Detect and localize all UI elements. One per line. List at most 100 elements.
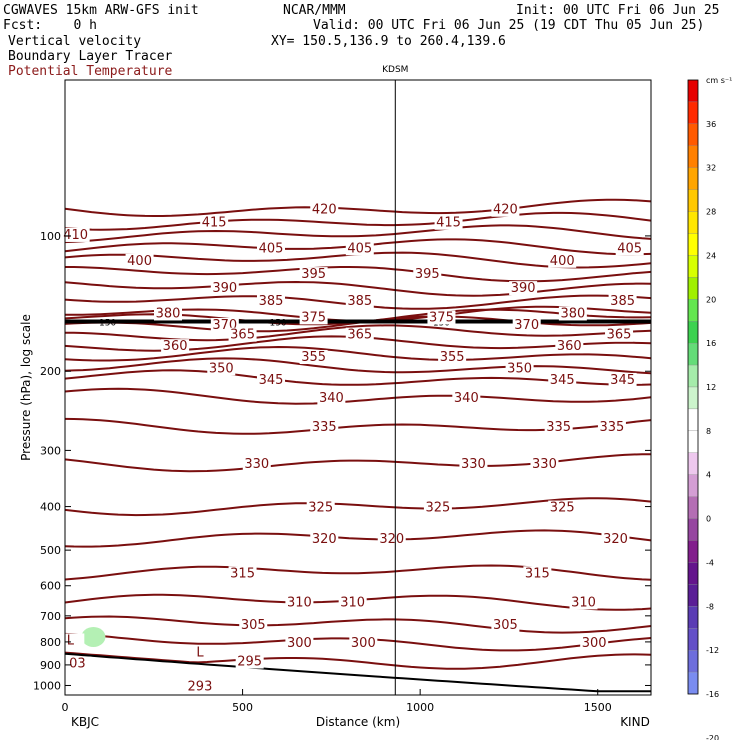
contour-label-bg <box>61 227 90 242</box>
contour-label-405: 405 <box>259 241 284 256</box>
contour-label-bg <box>317 390 346 405</box>
contour-label-375: 375 <box>429 310 454 325</box>
contour-label-330: 330 <box>532 457 557 472</box>
plot-frame <box>64 79 652 696</box>
colorbar-label: 20 <box>706 295 716 304</box>
y-tick-label: 400 <box>40 501 61 514</box>
contour-label-385: 385 <box>259 294 284 309</box>
contour-label-bg <box>548 500 577 515</box>
field-label-potential-temperature: Potential Temperature <box>8 64 173 79</box>
y-tick-label: 600 <box>40 580 61 593</box>
contour-label-L: L <box>196 645 204 660</box>
colorbar-frame <box>687 79 699 695</box>
isentrope-295 <box>64 651 652 670</box>
colorbar-swatch <box>687 255 699 278</box>
contour-label-395: 395 <box>301 267 326 282</box>
colorbar-label: 0 <box>706 515 711 524</box>
contour-label-340: 340 <box>319 391 344 406</box>
y-tick-label: 1000 <box>33 679 61 692</box>
colorbar-swatch <box>687 321 699 344</box>
colorbar-label: 12 <box>706 383 716 392</box>
colorbar-swatch <box>687 606 699 629</box>
y-tick-label: 200 <box>40 365 61 378</box>
contour-label-bg <box>285 595 314 610</box>
colorbar-swatch <box>687 628 699 651</box>
contour-label-bg <box>285 635 314 650</box>
contour-label-bg <box>63 656 92 671</box>
colorbar-swatch <box>687 277 699 300</box>
x-tick-label: 1500 <box>584 701 612 714</box>
contour-label-bg <box>345 294 374 309</box>
field-label-vertical-velocity: Vertical velocity <box>8 34 142 49</box>
contour-label-bg <box>555 339 584 354</box>
contour-label-340: 340 <box>454 391 479 406</box>
x-tick-label: 0 <box>62 701 69 714</box>
contour-label-310: 310 <box>287 595 312 610</box>
contour-label-bg <box>345 241 374 256</box>
y-axis-label: Pressure (hPa), log scale <box>19 314 33 461</box>
contour-label-bg <box>299 310 328 325</box>
x-axis-label: Distance (km) <box>316 715 400 729</box>
contour-label-360: 360 <box>557 339 582 354</box>
colorbar-swatch <box>687 496 699 519</box>
contour-label-bg <box>310 420 339 435</box>
contour-label-bg <box>56 633 85 648</box>
contour-label-bg <box>228 327 257 342</box>
colorbar-swatch <box>687 540 699 563</box>
colorbar-swatch <box>687 189 699 212</box>
contour-label-310: 310 <box>340 595 365 610</box>
contour-label-310: 310 <box>571 595 596 610</box>
contour-label-bg <box>505 361 534 376</box>
contour-label-360: 360 <box>163 339 188 354</box>
contour-label-330: 330 <box>244 457 269 472</box>
contour-label-345: 345 <box>550 373 575 388</box>
contour-label-bg <box>377 532 406 547</box>
contour-label-335: 335 <box>312 420 337 435</box>
contour-label-bg <box>239 618 268 633</box>
contour-label-415: 415 <box>436 216 461 231</box>
terrain-layer <box>64 626 651 693</box>
contour-label-03: 03 <box>69 657 86 672</box>
contour-label-bg <box>580 635 609 650</box>
isentrope-315 <box>64 564 652 581</box>
colorbar-swatch <box>687 562 699 585</box>
contour-label-415: 415 <box>202 216 227 231</box>
contour-label-325: 325 <box>550 501 575 516</box>
contour-label-355: 355 <box>301 350 326 365</box>
contour-label-bg <box>299 267 328 282</box>
org-label: NCAR/MMM <box>283 3 346 18</box>
contour-label-300: 300 <box>287 636 312 651</box>
contour-label-bg <box>523 566 552 581</box>
field-label-boundary-layer-tracer: Boundary Layer Tracer <box>8 49 173 64</box>
contour-label-bg <box>256 294 285 309</box>
contour-label-bg <box>235 654 264 669</box>
contour-label-bg <box>338 595 367 610</box>
contour-label-345: 345 <box>610 373 635 388</box>
colorbar-label: -16 <box>706 690 719 699</box>
contour-label-bg <box>608 372 637 387</box>
colorbar-label: 24 <box>706 251 716 260</box>
colorbar-swatch <box>687 518 699 541</box>
x-end-label-left: KBJC <box>71 715 99 729</box>
contour-label-300: 300 <box>351 636 376 651</box>
y-tick-label: 300 <box>40 444 61 457</box>
contour-label-bg <box>413 267 442 282</box>
contour-label-bg <box>569 595 598 610</box>
colorbar-swatch <box>687 649 699 673</box>
contour-label-bg <box>153 306 182 321</box>
contour-label-350: 350 <box>507 361 532 376</box>
contour-label-320: 320 <box>312 532 337 547</box>
contour-label-305: 305 <box>493 618 518 633</box>
y-tick-label: 100 <box>40 230 61 243</box>
contour-label-365: 365 <box>230 328 255 343</box>
colorbar-swatch <box>687 233 699 256</box>
contour-label-350: 350 <box>209 361 234 376</box>
colorbar-swatch <box>687 408 699 432</box>
contour-label-bg <box>185 679 214 694</box>
contour-label-bg <box>310 532 339 547</box>
isentrope-350 <box>64 357 652 375</box>
colorbar-swatch <box>687 101 699 125</box>
forecast-hour: Fcst: 0 h <box>3 18 97 33</box>
contour-label-375: 375 <box>301 310 326 325</box>
colorbar-label: 36 <box>706 120 716 129</box>
